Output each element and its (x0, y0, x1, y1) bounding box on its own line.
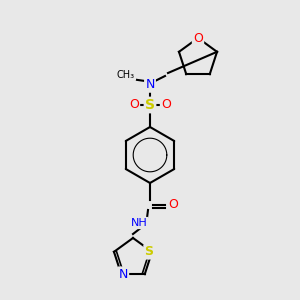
Text: S: S (145, 98, 155, 112)
Text: O: O (161, 98, 171, 112)
Text: O: O (168, 199, 178, 212)
Text: O: O (129, 98, 139, 112)
Text: CH₃: CH₃ (117, 70, 135, 80)
Text: O: O (193, 32, 203, 44)
Text: N: N (118, 268, 128, 281)
Text: N: N (145, 79, 155, 92)
Text: NH: NH (130, 218, 147, 228)
Text: S: S (145, 245, 154, 258)
